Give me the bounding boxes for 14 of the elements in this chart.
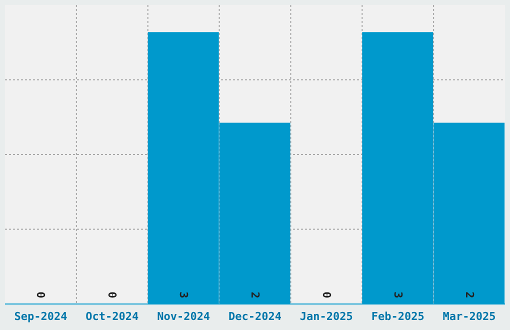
x-tick-label: Nov-2024 — [157, 310, 210, 323]
data-label: 0 — [34, 292, 48, 298]
x-tick-label: Sep-2024 — [14, 310, 68, 323]
data-label: 2 — [462, 292, 476, 298]
data-label: 3 — [177, 292, 190, 298]
x-tick-label: Jan-2025 — [300, 310, 353, 323]
x-tick-label: Dec-2024 — [228, 310, 282, 323]
x-tick-label: Mar-2025 — [442, 310, 496, 323]
data-label: 3 — [391, 292, 404, 298]
data-label: 0 — [106, 292, 119, 298]
data-label: 2 — [248, 292, 262, 298]
x-tick-label: Feb-2025 — [371, 310, 424, 323]
x-tick-label: Oct-2024 — [86, 310, 140, 323]
data-label: 0 — [320, 292, 333, 298]
